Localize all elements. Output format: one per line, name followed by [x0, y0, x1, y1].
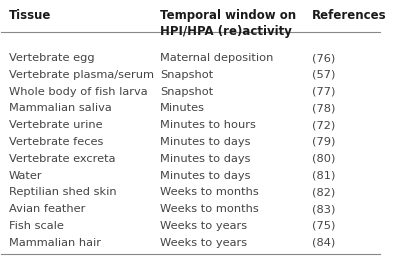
- Text: Water: Water: [9, 170, 42, 181]
- Text: Temporal window on
HPI/HPA (re)activity: Temporal window on HPI/HPA (re)activity: [160, 9, 296, 38]
- Text: (76): (76): [312, 53, 335, 63]
- Text: (75): (75): [312, 221, 335, 231]
- Text: Maternal deposition: Maternal deposition: [160, 53, 274, 63]
- Text: Weeks to months: Weeks to months: [160, 187, 259, 197]
- Text: Mammalian saliva: Mammalian saliva: [9, 103, 112, 113]
- Text: Snapshot: Snapshot: [160, 70, 214, 80]
- Text: (57): (57): [312, 70, 335, 80]
- Text: References: References: [312, 9, 386, 22]
- Text: Minutes to hours: Minutes to hours: [160, 120, 256, 130]
- Text: (83): (83): [312, 204, 335, 214]
- Text: Minutes to days: Minutes to days: [160, 137, 251, 147]
- Text: Avian feather: Avian feather: [9, 204, 85, 214]
- Text: Minutes to days: Minutes to days: [160, 154, 251, 164]
- Text: (79): (79): [312, 137, 335, 147]
- Text: Mammalian hair: Mammalian hair: [9, 238, 101, 248]
- Text: Weeks to years: Weeks to years: [160, 221, 248, 231]
- Text: Tissue: Tissue: [9, 9, 51, 22]
- Text: (80): (80): [312, 154, 335, 164]
- Text: (78): (78): [312, 103, 335, 113]
- Text: Vertebrate plasma/serum: Vertebrate plasma/serum: [9, 70, 154, 80]
- Text: Vertebrate egg: Vertebrate egg: [9, 53, 94, 63]
- Text: Weeks to years: Weeks to years: [160, 238, 248, 248]
- Text: Reptilian shed skin: Reptilian shed skin: [9, 187, 116, 197]
- Text: Snapshot: Snapshot: [160, 87, 214, 97]
- Text: Fish scale: Fish scale: [9, 221, 64, 231]
- Text: Minutes to days: Minutes to days: [160, 170, 251, 181]
- Text: (72): (72): [312, 120, 335, 130]
- Text: (81): (81): [312, 170, 335, 181]
- Text: Whole body of fish larva: Whole body of fish larva: [9, 87, 148, 97]
- Text: Vertebrate excreta: Vertebrate excreta: [9, 154, 116, 164]
- Text: Vertebrate feces: Vertebrate feces: [9, 137, 103, 147]
- Text: Weeks to months: Weeks to months: [160, 204, 259, 214]
- Text: (84): (84): [312, 238, 335, 248]
- Text: (82): (82): [312, 187, 335, 197]
- Text: (77): (77): [312, 87, 335, 97]
- Text: Vertebrate urine: Vertebrate urine: [9, 120, 102, 130]
- Text: Minutes: Minutes: [160, 103, 205, 113]
